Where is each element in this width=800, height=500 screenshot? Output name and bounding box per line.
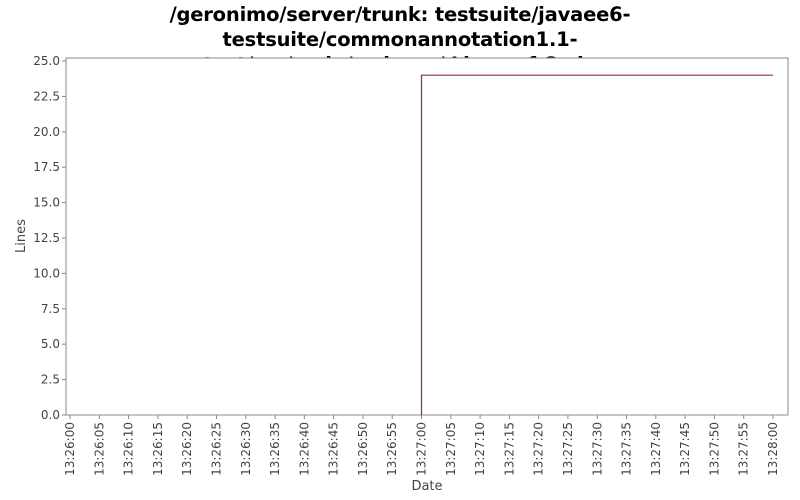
- x-tick-label: 13:26:10: [122, 422, 136, 476]
- x-tick-label: 13:27:50: [707, 422, 721, 476]
- y-axis-label: Lines: [14, 219, 29, 253]
- plot-area: [65, 57, 789, 416]
- x-axis: 13:26:00 13:26:05 13:26:10 13:26:15 13:26:20…: [63, 415, 780, 476]
- x-tick-label: 13:28:00: [766, 422, 780, 476]
- chart-title-line-1: /geronimo/server/trunk: testsuite/javaee…: [169, 3, 631, 51]
- y-tick-label: 7.5: [41, 302, 60, 316]
- x-tick-label: 13:27:35: [620, 422, 634, 476]
- x-tick-label: 13:27:20: [532, 422, 546, 476]
- x-tick-label: 13:26:50: [356, 422, 370, 476]
- x-tick-label: 13:26:30: [239, 422, 253, 476]
- y-tick-label: 20.0: [33, 125, 60, 139]
- y-tick-label: 22.5: [33, 89, 60, 103]
- x-tick-label: 13:27:05: [444, 422, 458, 476]
- x-axis-label: Date: [411, 479, 442, 494]
- x-tick-label: 13:27:15: [502, 422, 516, 476]
- series-line: [420, 74, 773, 415]
- x-tick-label: 13:27:25: [561, 422, 575, 476]
- y-tick-label: 25.0: [33, 54, 60, 68]
- x-tick-label: 13:26:45: [327, 422, 341, 476]
- x-tick-label: 13:26:00: [63, 422, 77, 476]
- x-tick-label: 13:27:40: [649, 422, 663, 476]
- y-tick-label: 12.5: [33, 231, 60, 245]
- x-tick-label: 13:27:00: [415, 422, 429, 476]
- y-tick-label: 5.0: [41, 337, 60, 351]
- x-tick-label: 13:26:05: [92, 422, 106, 476]
- y-tick-label: 15.0: [33, 196, 60, 210]
- x-tick-label: 13:26:15: [151, 422, 165, 476]
- y-tick-label: 0.0: [41, 408, 60, 422]
- x-tick-label: 13:26:35: [268, 422, 282, 476]
- x-tick-label: 13:27:55: [737, 422, 751, 476]
- x-tick-label: 13:27:10: [473, 422, 487, 476]
- x-tick-label: 13:26:40: [297, 422, 311, 476]
- y-axis: 0.0 2.5 5.0 7.5 10.0 12.5 15.0 17.5 20.0 22.5 25.0: [33, 54, 66, 422]
- x-tick-label: 13:26:20: [180, 422, 194, 476]
- y-tick-label: 17.5: [33, 160, 60, 174]
- x-tick-label: 13:26:25: [209, 422, 223, 476]
- x-tick-label: 13:27:45: [678, 422, 692, 476]
- y-tick-label: 2.5: [41, 373, 60, 387]
- y-tick-label: 10.0: [33, 266, 60, 280]
- series-group: [420, 74, 773, 415]
- x-tick-label: 13:27:30: [590, 422, 604, 476]
- x-tick-label: 13:26:55: [385, 422, 399, 476]
